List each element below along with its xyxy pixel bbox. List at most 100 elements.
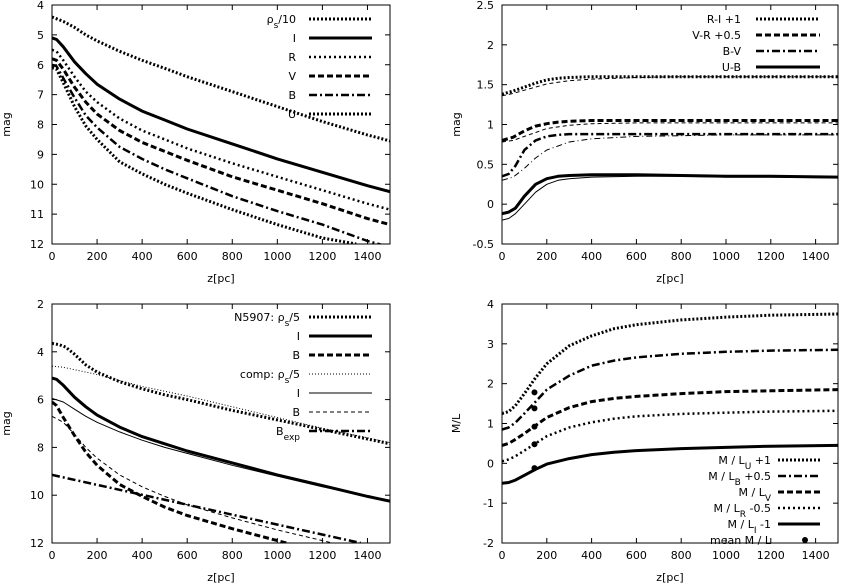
legend-label: M / LV xyxy=(739,486,772,504)
y-tick-label: 6 xyxy=(37,59,44,72)
series-line-5 xyxy=(502,132,838,178)
legend-label: I xyxy=(297,387,300,400)
legend-swatch xyxy=(802,537,808,543)
y-tick-label: -0.5 xyxy=(473,238,494,251)
legend-label: B xyxy=(292,406,300,419)
x-tick-label: 1200 xyxy=(757,250,785,263)
y-tick-label: 2 xyxy=(37,298,44,311)
legend-label: R xyxy=(288,51,296,64)
y-tick-label: 5 xyxy=(37,29,44,42)
legend-label: V xyxy=(288,70,296,83)
legend-text: R xyxy=(288,51,296,64)
series-line-1 xyxy=(52,341,390,446)
y-tick-label: 7 xyxy=(37,89,44,102)
data-point-mean-ml xyxy=(531,405,538,412)
x-tick-label: 1000 xyxy=(712,549,740,562)
series-line-6 xyxy=(52,66,357,244)
x-tick-label: 1200 xyxy=(308,549,336,562)
series-line-7 xyxy=(502,173,838,216)
y-tick-label: 0.5 xyxy=(477,158,495,171)
x-tick-label: 200 xyxy=(87,549,108,562)
y-tick-label: -1 xyxy=(483,497,494,510)
x-tick-label: 1200 xyxy=(308,250,336,263)
x-axis-label: z[pc] xyxy=(656,272,683,285)
legend-label: comp: ρs/5 xyxy=(240,368,300,386)
series-line-4 xyxy=(502,122,838,143)
x-tick-label: 1000 xyxy=(263,250,291,263)
legend-label: M / LI -1 xyxy=(728,518,771,536)
y-tick-label: 1 xyxy=(487,119,494,132)
y-tick-label: 8 xyxy=(37,441,44,454)
y-tick-label: 12 xyxy=(30,537,44,550)
x-tick-label: 1400 xyxy=(353,549,381,562)
x-tick-label: 800 xyxy=(671,549,692,562)
chart-panel-3: 0 200 400 600 800 1000 1200 1400 2 4 6 8 10 12 z[pc] ma… xyxy=(0,298,391,584)
series-line-5 xyxy=(52,63,384,244)
x-tick-label: 1000 xyxy=(263,549,291,562)
legend-label: I xyxy=(293,32,296,45)
series-line-1 xyxy=(502,75,838,96)
series-line-3 xyxy=(502,388,838,447)
legend-label: R-I +1 xyxy=(707,13,741,26)
legend-text: I xyxy=(297,330,300,343)
legend-text: B-V xyxy=(723,45,742,58)
y-tick-label: 1 xyxy=(487,418,494,431)
plot-frame xyxy=(501,4,839,245)
plot-frame xyxy=(501,303,839,544)
x-axis-label: z[pc] xyxy=(207,272,234,285)
x-tick-label: 800 xyxy=(222,549,243,562)
series-line-6 xyxy=(52,415,335,543)
legend-label: B xyxy=(292,349,300,362)
y-tick-label: 2.5 xyxy=(477,0,495,12)
y-tick-label: 0 xyxy=(487,457,494,470)
legend-label: U-B xyxy=(722,61,741,74)
legend-group-label: N5907: xyxy=(234,311,277,324)
series-line-8 xyxy=(502,175,838,221)
y-tick-label: 12 xyxy=(30,238,44,251)
chart-panel-4: 0 200 400 600 800 1000 1200 1400 -2 -1 0 1 2 3 4 z[pc] M… xyxy=(450,298,839,584)
x-tick-label: 1400 xyxy=(353,250,381,263)
legend-text: I xyxy=(293,32,296,45)
y-tick-label: 10 xyxy=(30,178,44,191)
x-tick-label: 200 xyxy=(536,250,557,263)
x-tick-label: 0 xyxy=(499,549,506,562)
x-tick-label: 400 xyxy=(132,250,153,263)
x-tick-label: 600 xyxy=(626,549,647,562)
x-tick-label: 1200 xyxy=(757,549,785,562)
legend-label: ρs/10 xyxy=(267,13,296,31)
legend-label: U xyxy=(288,108,296,121)
legend-text: U-B xyxy=(722,61,741,74)
series-line-1 xyxy=(502,312,838,415)
x-tick-label: 600 xyxy=(626,250,647,263)
x-tick-label: 1000 xyxy=(712,250,740,263)
data-point-mean-ml xyxy=(531,423,538,430)
data-point-mean-ml xyxy=(531,465,538,472)
y-tick-label: 2 xyxy=(487,378,494,391)
plot-frame xyxy=(51,303,391,544)
legend-label: M / LR -0.5 xyxy=(713,502,771,520)
series-line-4 xyxy=(52,365,390,444)
x-tick-label: 800 xyxy=(222,250,243,263)
x-tick-label: 400 xyxy=(581,250,602,263)
chart-panel-2: 0 200 400 600 800 1000 1200 1400 -0.5 0 0.5 1 1.5 2 2.… xyxy=(450,0,839,285)
series-line-2 xyxy=(502,76,838,97)
y-tick-label: 4 xyxy=(487,298,494,311)
series-line-1 xyxy=(52,15,390,143)
y-tick-label: -2 xyxy=(483,537,494,550)
x-tick-label: 400 xyxy=(132,549,153,562)
y-tick-label: 4 xyxy=(37,0,44,12)
legend-text: U xyxy=(288,108,296,121)
x-tick-label: 200 xyxy=(536,549,557,562)
legend-group-label: comp: xyxy=(240,368,278,381)
data-point-mean-ml xyxy=(531,441,538,448)
legend-label: N5907: ρs/5 xyxy=(234,311,300,329)
series-line-3 xyxy=(52,48,390,211)
legend-text: mean M / L xyxy=(710,534,772,547)
legend-text: V xyxy=(288,70,296,83)
legend-label: M / LB +0.5 xyxy=(708,470,771,488)
legend-text: B xyxy=(292,349,300,362)
y-tick-label: 8 xyxy=(37,119,44,132)
plot-frame xyxy=(51,4,391,245)
x-tick-label: 1400 xyxy=(802,250,830,263)
y-tick-label: 4 xyxy=(37,346,44,359)
